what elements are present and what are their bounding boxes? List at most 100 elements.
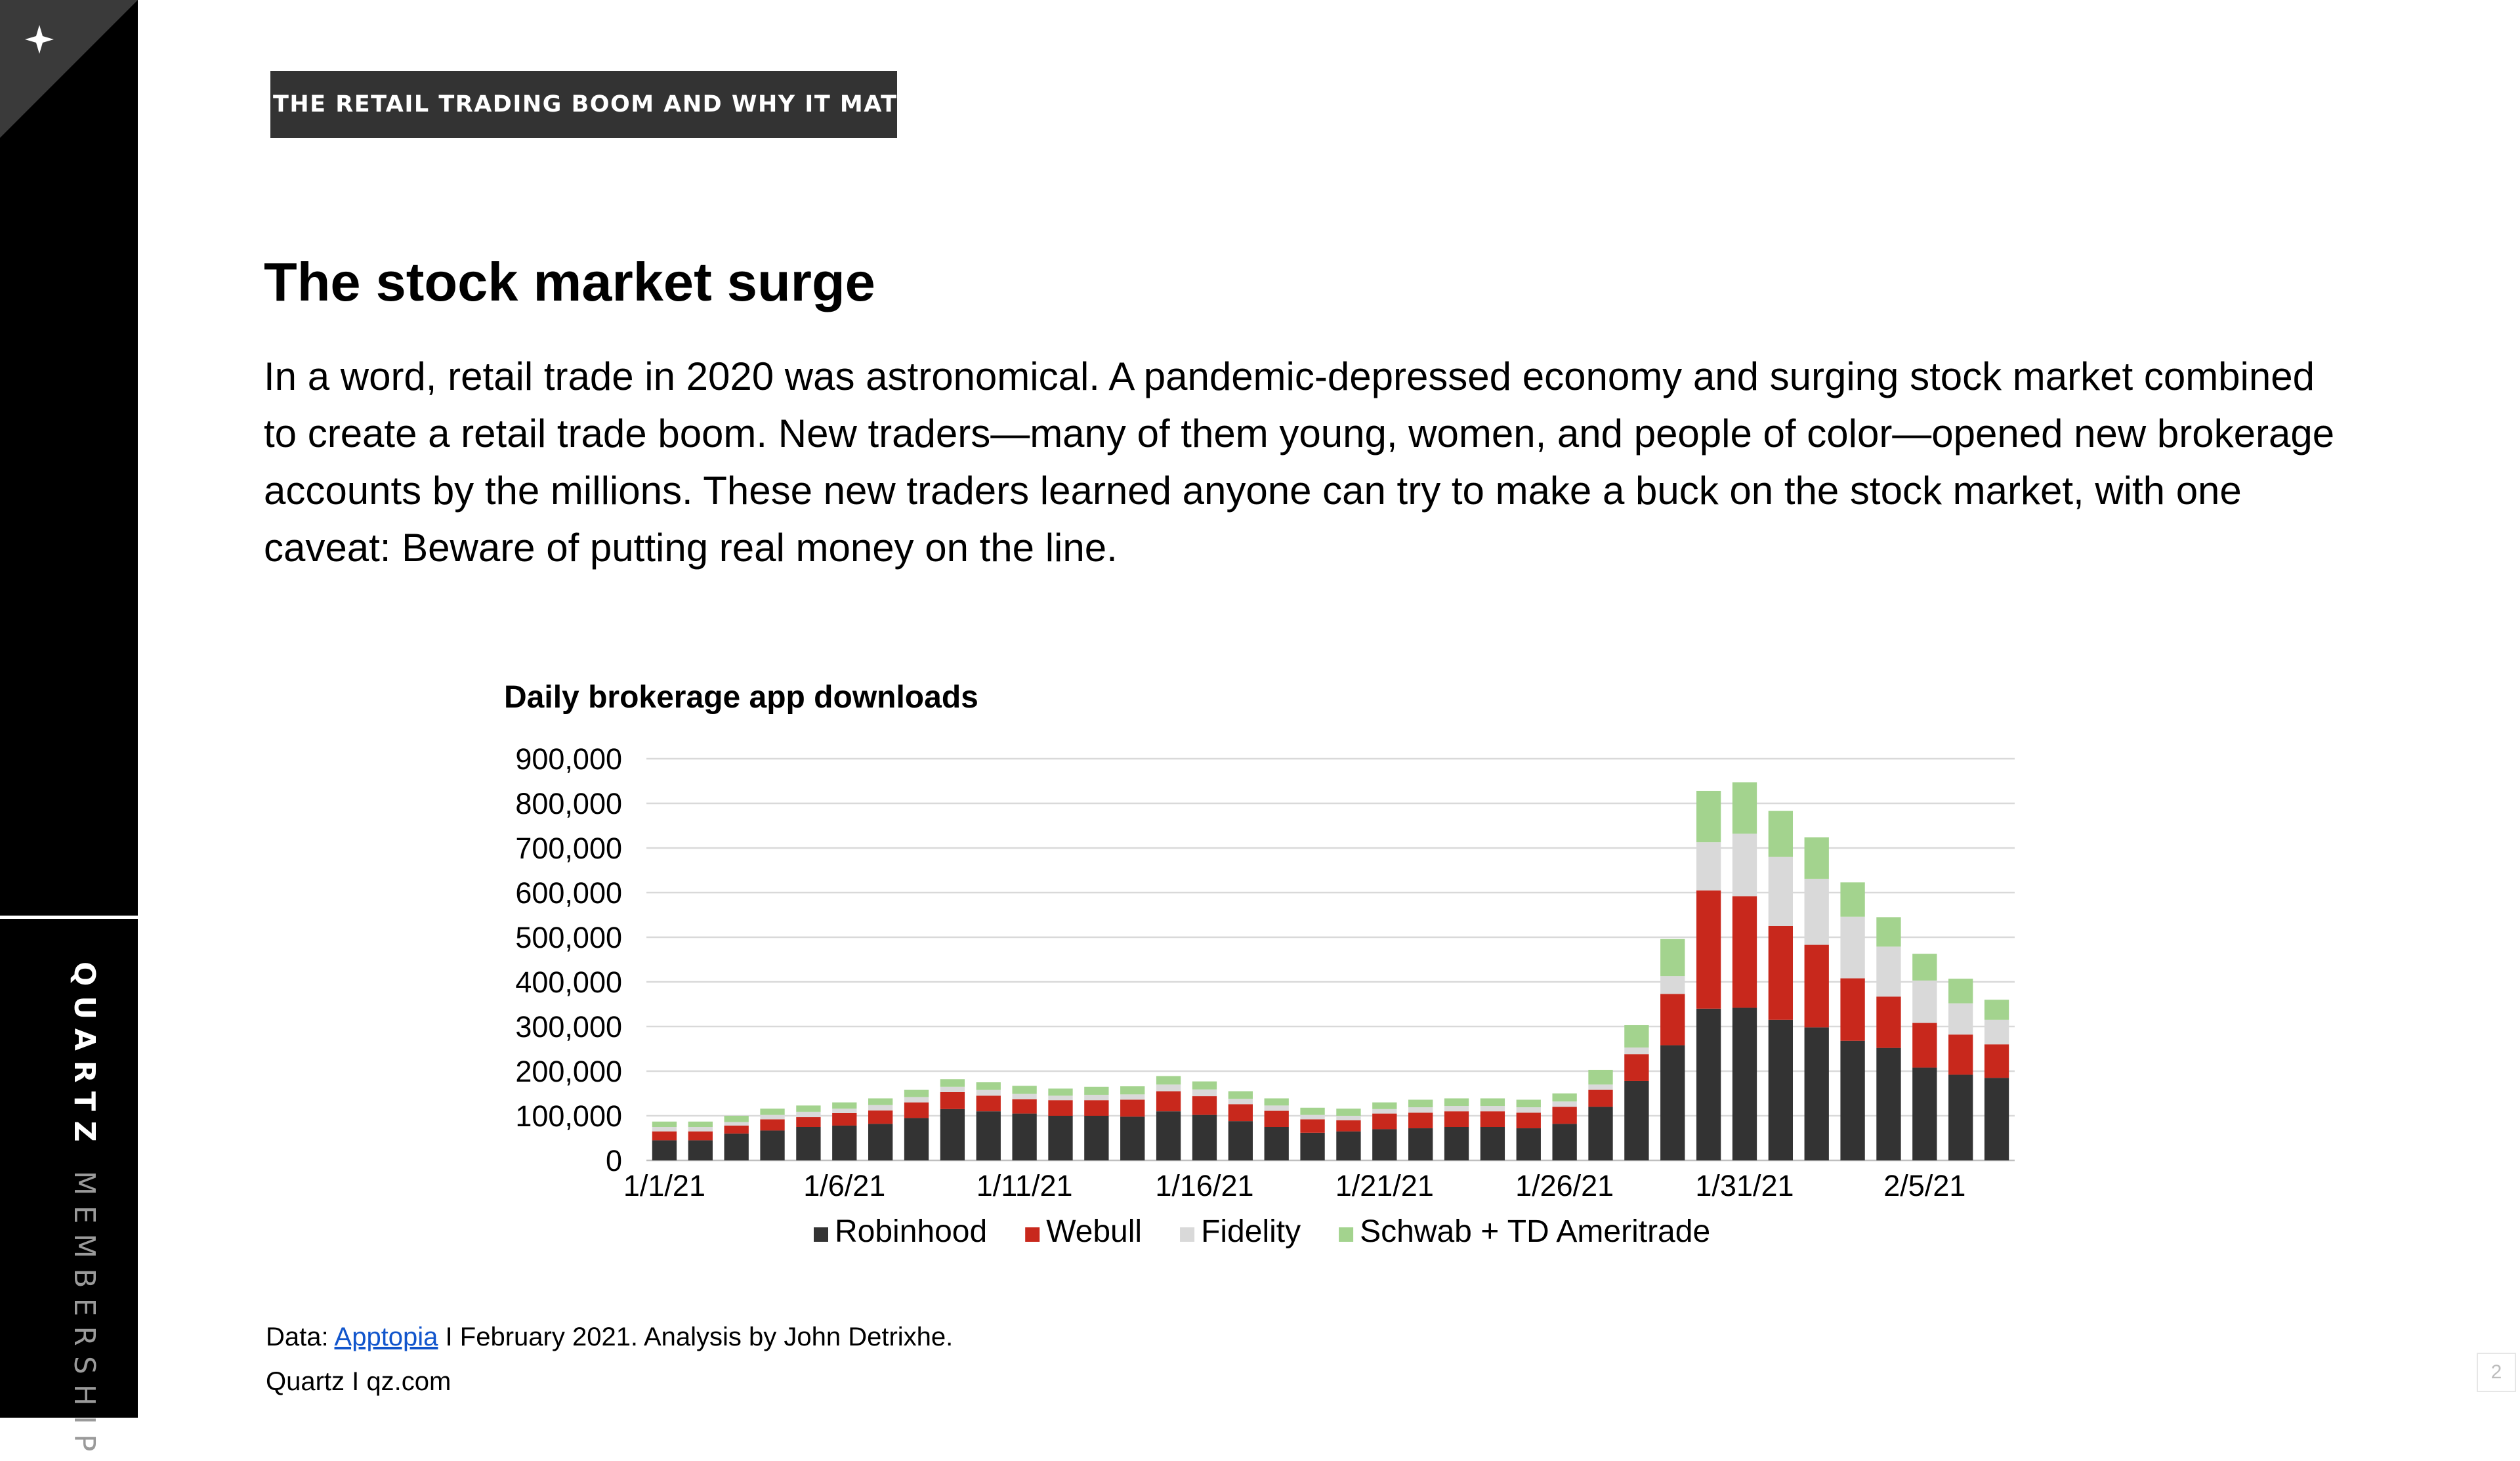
bar-segment (1192, 1089, 1217, 1097)
bar-segment (1084, 1116, 1109, 1160)
bar-segment (1768, 811, 1794, 857)
y-tick-label: 200,000 (515, 1055, 622, 1088)
bar-segment (1660, 994, 1685, 1046)
bar-segment (1120, 1086, 1145, 1095)
bar-segment (1228, 1091, 1253, 1099)
bar-segment (1552, 1101, 1577, 1107)
footer-brand: Quartz I qz.com (266, 1367, 452, 1396)
bar-segment (976, 1082, 1001, 1090)
bar-segment (1408, 1128, 1433, 1160)
bar-segment (832, 1102, 857, 1109)
source-link[interactable]: Apptopia (334, 1323, 438, 1351)
bar-segment (652, 1131, 677, 1141)
x-tick-label: 2/5/21 (1883, 1169, 1965, 1202)
bar-segment (1444, 1111, 1469, 1127)
sidebar-divider (0, 916, 138, 919)
bar-segment (1552, 1107, 1577, 1124)
bar-segment (1732, 782, 1757, 834)
bar-segment (1552, 1093, 1577, 1102)
sparkle-icon (25, 25, 54, 54)
bar-segment (1408, 1112, 1433, 1129)
bar-segment (868, 1110, 893, 1124)
bar-segment (1084, 1095, 1109, 1101)
bar-segment (1840, 1040, 1865, 1160)
bar-segment (1624, 1047, 1649, 1055)
bar-segment (1912, 1067, 1937, 1160)
y-tick-label: 500,000 (515, 921, 622, 954)
bar-segment (1264, 1127, 1289, 1160)
bar-segment (688, 1127, 713, 1132)
bar-segment (868, 1105, 893, 1111)
bar-segment (760, 1109, 785, 1115)
bar-segment (1156, 1084, 1181, 1091)
bar-segment (1912, 954, 1937, 981)
stacked-bar-chart: 0 100,000 200,000 300,000 400,000 500,000 600,… (515, 742, 2015, 1249)
bar-segment (1876, 996, 1901, 1048)
bar-segment (1192, 1081, 1217, 1090)
legend-swatch (814, 1227, 828, 1242)
intro-paragraph: In a word, retail trade in 2020 was astr… (264, 354, 2335, 570)
bar-segment (760, 1130, 785, 1160)
bar-segment (1696, 790, 1721, 843)
bar-segment (1048, 1095, 1073, 1101)
bar-segment (1804, 878, 1829, 945)
bar-segment (1480, 1127, 1505, 1160)
bar-segment (1876, 1048, 1901, 1160)
bar-segment (1408, 1099, 1433, 1108)
bar-segment (1984, 1078, 2009, 1160)
y-tick-label: 800,000 (515, 787, 622, 820)
bar-segment (1660, 1045, 1685, 1160)
bar-segment (1300, 1119, 1325, 1133)
bar-segment (796, 1111, 821, 1118)
bar-segment (1300, 1107, 1325, 1115)
y-tick-label: 400,000 (515, 965, 622, 999)
bar-segment (1300, 1132, 1325, 1160)
bar-segment (1588, 1069, 1613, 1085)
bar-segment (1120, 1094, 1145, 1100)
bar-segment (1084, 1086, 1109, 1095)
bar-segment (1948, 1003, 1973, 1035)
bar-segment (1264, 1111, 1289, 1127)
bar-segment (1336, 1116, 1361, 1120)
bar-segment (868, 1098, 893, 1105)
y-tick-label: 900,000 (515, 742, 622, 776)
bar-segment (1876, 917, 1901, 947)
x-tick-label: 1/31/21 (1695, 1169, 1794, 1202)
bar-segment (976, 1090, 1001, 1096)
bar-segment (1696, 842, 1721, 891)
bar-segment (1588, 1107, 1613, 1160)
bar-segment (868, 1124, 893, 1160)
bar-segment (1696, 890, 1721, 1009)
bar-segment (796, 1127, 821, 1160)
legend-swatch (1180, 1227, 1195, 1242)
bar-segment (1912, 980, 1937, 1023)
legend-label: Schwab + TD Ameritrade (1360, 1214, 1710, 1249)
bar-segment (832, 1125, 857, 1160)
bar-segment (1804, 1027, 1829, 1160)
bar-segment (1408, 1107, 1433, 1113)
bar-segment (1696, 1008, 1721, 1160)
bar-segment (1120, 1116, 1145, 1160)
corner-badge[interactable] (0, 0, 138, 138)
y-tick-label: 700,000 (515, 832, 622, 865)
bar-segment (1624, 1025, 1649, 1048)
bar-segment (1984, 1000, 2009, 1020)
bar-segment (1300, 1114, 1325, 1120)
bar-segment (1192, 1114, 1217, 1160)
bar-segment (1840, 882, 1865, 917)
bar-segment (1336, 1120, 1361, 1132)
bar-segment (1228, 1104, 1253, 1122)
bar-segment (652, 1140, 677, 1160)
bar-segment (940, 1091, 965, 1109)
bar-segment (1948, 1034, 1973, 1075)
bar-segment (760, 1114, 785, 1120)
source-prefix: Data: (266, 1323, 335, 1351)
bar-segment (1516, 1112, 1541, 1129)
bar-segment (1084, 1100, 1109, 1116)
bar-segment (1984, 1044, 2009, 1078)
bar-segment (1012, 1086, 1037, 1094)
bar-segment (1012, 1099, 1037, 1114)
legend-label: Webull (1046, 1214, 1142, 1249)
bar-segment (1372, 1129, 1397, 1160)
y-tick-label: 0 (606, 1144, 622, 1177)
